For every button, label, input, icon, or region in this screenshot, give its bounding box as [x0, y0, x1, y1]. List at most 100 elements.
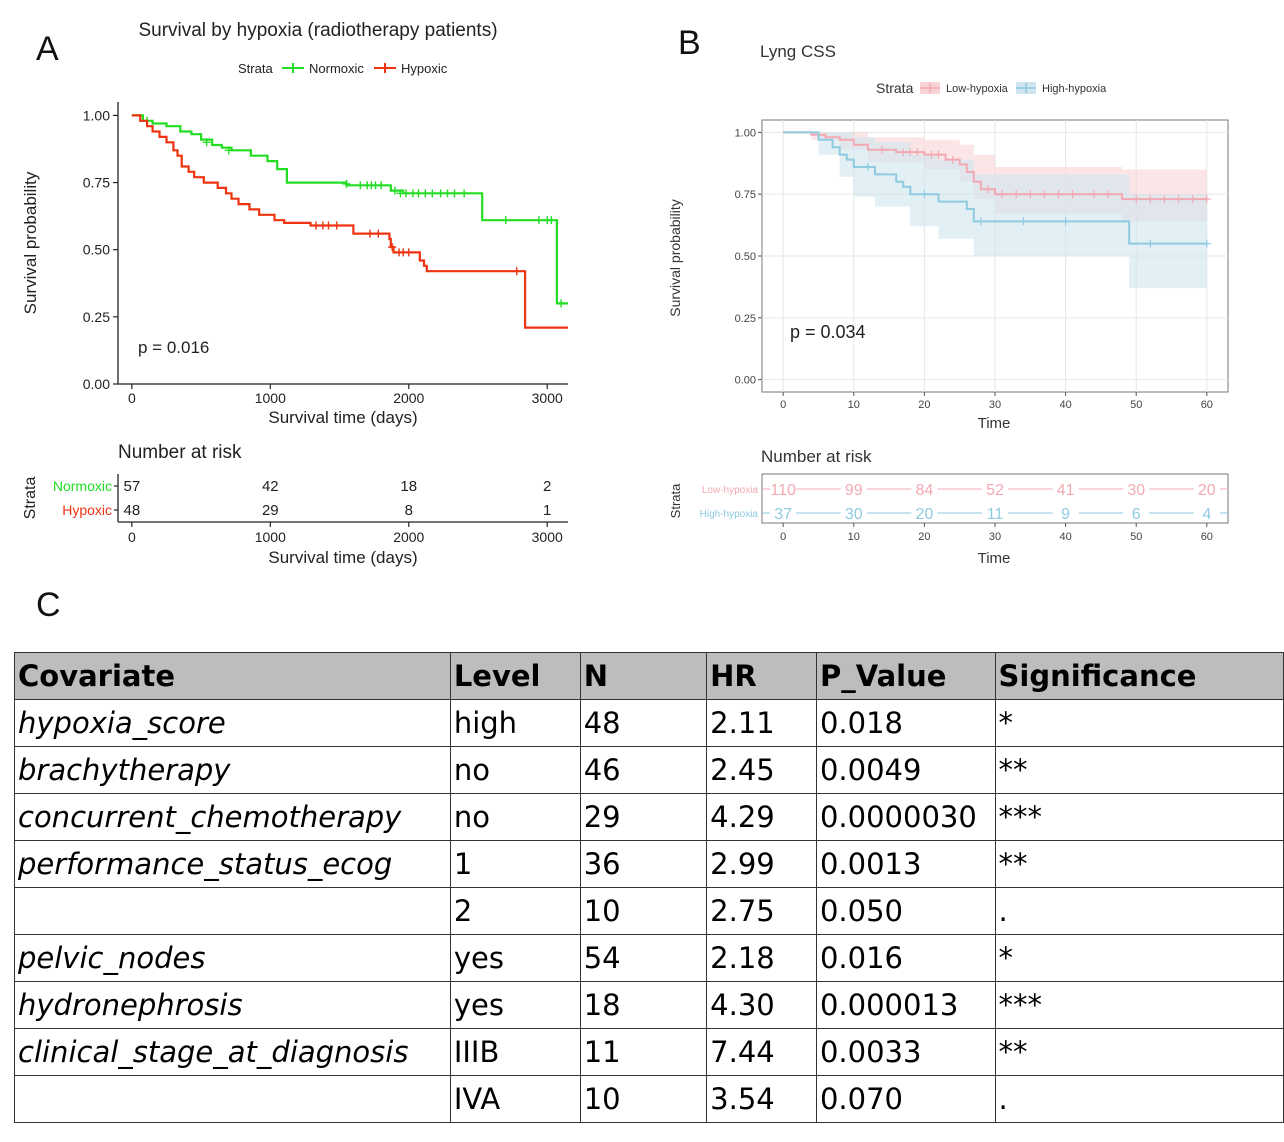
- censor-mark: [512, 267, 521, 276]
- risk-x-tick-label: 2000: [393, 529, 424, 545]
- table-cell-p-value: 0.018: [815, 699, 996, 747]
- column-header-hr: HR: [706, 652, 817, 700]
- y-tick-label: 0.00: [83, 376, 110, 392]
- risk-count: 1: [543, 502, 551, 519]
- risk-count-bg: [1193, 480, 1220, 498]
- censor-mark: [342, 179, 351, 188]
- censor-mark: [906, 148, 915, 157]
- y-tick-label: 0.25: [735, 313, 756, 325]
- table-cell-level: no: [449, 746, 581, 794]
- censor-mark: [374, 229, 383, 238]
- risk-x-label: Time: [978, 550, 1011, 567]
- y-tick-label: 0.00: [735, 375, 756, 387]
- risk-y-label: Strata: [668, 483, 683, 518]
- chart-b-title: Lyng CSS: [760, 42, 836, 61]
- x-tick-label: 40: [1059, 399, 1071, 411]
- censor-mark: [557, 299, 566, 308]
- censor-mark: [402, 189, 410, 198]
- risk-count: 42: [262, 478, 279, 495]
- risk-x-tick-label: 0: [128, 529, 136, 545]
- x-tick-label: 3000: [532, 390, 563, 406]
- table-cell-significance: *: [994, 699, 1284, 747]
- chart-a-x-label: Survival time (days): [268, 408, 417, 427]
- risk-x-tick-label: 60: [1201, 531, 1213, 543]
- risk-count-bg: [770, 480, 797, 498]
- table-cell-covariate: brachytherapy: [14, 746, 451, 794]
- table-row: IVA 10 3.54 0.070.: [14, 1075, 1284, 1123]
- risk-x-tick-label: 40: [1059, 531, 1071, 543]
- chart-a-legend: Strata Normoxic Hypoxic: [238, 61, 448, 76]
- table-cell-p-value: 0.070: [815, 1075, 996, 1123]
- censor-mark: [414, 189, 423, 198]
- table-cell-covariate: performance_status_ecog: [14, 840, 451, 888]
- risk-count: 6: [1132, 506, 1141, 523]
- column-header-level: Level: [449, 652, 581, 700]
- table-row: pelvic_nodes yes 54 2.18 0.016 *: [14, 934, 1284, 982]
- risk-count: 2: [543, 478, 551, 495]
- y-tick-label: 0.50: [83, 242, 110, 258]
- y-tick-label: 1.00: [735, 127, 756, 139]
- table-row: brachytherapy no 46 2.45 0.0049 **: [14, 746, 1284, 794]
- risk-row-label: Normoxic: [53, 478, 112, 494]
- risk-count: 29: [262, 502, 279, 519]
- risk-count-bg: [982, 480, 1008, 498]
- table-cell-n: 10: [579, 887, 708, 935]
- table-cell-n: 18: [579, 981, 708, 1029]
- risk-count: 9: [1061, 506, 1070, 523]
- censor-mark: [863, 162, 872, 171]
- risk-count-bg: [911, 504, 938, 522]
- table-row: hypoxia_score high 48 2.11 0.018 *: [14, 699, 1284, 747]
- table-cell-significance: .: [994, 887, 1284, 935]
- table-cell-covariate: [14, 887, 451, 935]
- censor-mark: [878, 145, 887, 154]
- table-cell-level: 2: [449, 887, 581, 935]
- confidence-band-high-hypoxia: [783, 132, 1207, 289]
- censor-mark: [948, 155, 957, 164]
- table-cell-significance: **: [994, 746, 1284, 794]
- risk-x-tick-label: 20: [918, 531, 930, 543]
- censor-mark: [450, 189, 459, 198]
- risk-count-bg: [1052, 480, 1079, 498]
- censor-mark: [534, 216, 543, 225]
- risk-x-tick-label: 30: [989, 531, 1001, 543]
- table-cell-hr: 2.45: [706, 746, 817, 794]
- table-cell-significance: **: [994, 1028, 1284, 1076]
- risk-row-label: Low-hypoxia: [702, 485, 759, 496]
- table-cell-significance: *: [994, 934, 1284, 982]
- table-cell-covariate: hypoxia_score: [14, 699, 451, 747]
- table-cell-covariate: hydronephrosis: [14, 981, 451, 1029]
- censor-mark: [1202, 195, 1211, 204]
- table-cell-p-value: 0.0033: [815, 1028, 996, 1076]
- censor-mark: [312, 221, 320, 230]
- censor-mark: [1146, 195, 1155, 204]
- censor-mark: [547, 216, 556, 225]
- censor-mark: [377, 181, 386, 190]
- risk-x-label: Survival time (days): [268, 548, 417, 567]
- y-tick-label: 0.50: [735, 251, 756, 263]
- table-cell-hr: 7.44: [706, 1028, 817, 1076]
- legend-entry: Hypoxic: [401, 61, 448, 76]
- censor-mark: [1174, 195, 1183, 204]
- censor-mark: [1068, 190, 1077, 199]
- table-cell-p-value: 0.016: [815, 934, 996, 982]
- table-row: 2 10 2.75 0.050.: [14, 887, 1284, 935]
- chart-b-y-label: Survival probability: [667, 199, 683, 317]
- survival-curve-high-hypoxia: [783, 131, 1207, 245]
- censor-mark: [501, 216, 510, 225]
- risk-count-bg: [840, 480, 867, 498]
- risk-count: 84: [915, 482, 933, 499]
- censor-mark: [998, 190, 1007, 199]
- risk-count: 110: [770, 482, 796, 499]
- cox-regression-table: Covariate Level N HR P_Value Significance hyp…: [14, 652, 1284, 1123]
- column-header-significance: Significance: [994, 652, 1284, 700]
- x-tick-label: 60: [1201, 399, 1213, 411]
- censor-mark: [1188, 195, 1197, 204]
- risk-y-label: Strata: [22, 477, 39, 520]
- censor-mark: [927, 150, 936, 159]
- censor-mark: [202, 138, 211, 147]
- risk-x-tick-label: 1000: [255, 529, 286, 545]
- censor-mark: [388, 243, 397, 252]
- censor-mark: [1061, 217, 1070, 226]
- risk-count: 20: [1198, 482, 1216, 499]
- panel-label-c: C: [36, 586, 61, 624]
